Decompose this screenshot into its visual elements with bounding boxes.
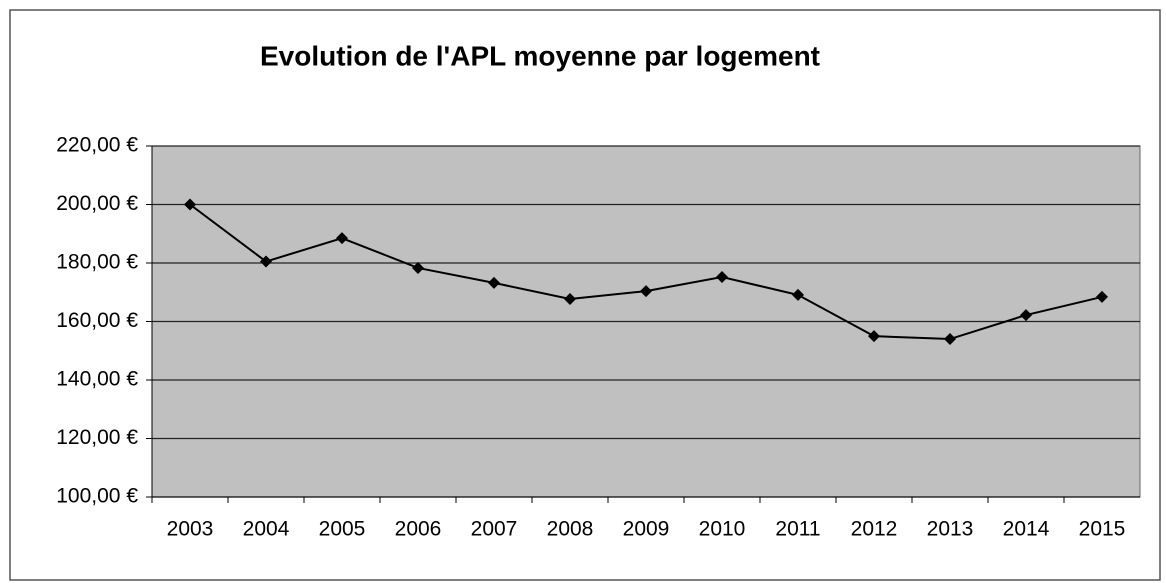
marker [488,276,500,289]
x-tick-label: 2013 [927,518,974,541]
x-tick-label: 2011 [775,518,820,541]
x-tick-label: 2010 [699,518,746,541]
marker [1096,290,1108,303]
marker [564,292,576,305]
marker [260,255,272,268]
y-tick-label: 120,00 € [56,426,138,449]
x-tick-label: 2003 [167,518,214,541]
marker [1020,309,1032,322]
x-tick-label: 2008 [547,518,594,541]
x-tick-label: 2014 [1003,518,1050,541]
marker [792,288,804,301]
marker [336,232,348,245]
marker [944,333,956,346]
y-tick-label: 160,00 € [56,309,138,332]
marker [184,198,196,211]
marker [640,285,652,298]
x-tick-label: 2004 [243,518,290,541]
chart-title: Evolution de l'APL moyenne par logement [260,40,820,71]
x-tick-label: 2015 [1079,518,1126,541]
y-tick-label: 140,00 € [56,368,138,391]
marker [716,271,728,284]
x-tick-label: 2012 [851,518,898,541]
marker [412,261,424,274]
x-tick-label: 2005 [319,518,366,541]
x-tick-label: 2007 [471,518,518,541]
y-tick-label: 180,00 € [56,251,138,274]
y-tick-label: 100,00 € [56,485,138,508]
x-tick-label: 2006 [395,518,442,541]
x-tick-label: 2009 [623,518,670,541]
y-tick-label: 200,00 € [56,192,138,215]
marker [868,330,880,343]
y-tick-label: 220,00 € [56,134,138,157]
